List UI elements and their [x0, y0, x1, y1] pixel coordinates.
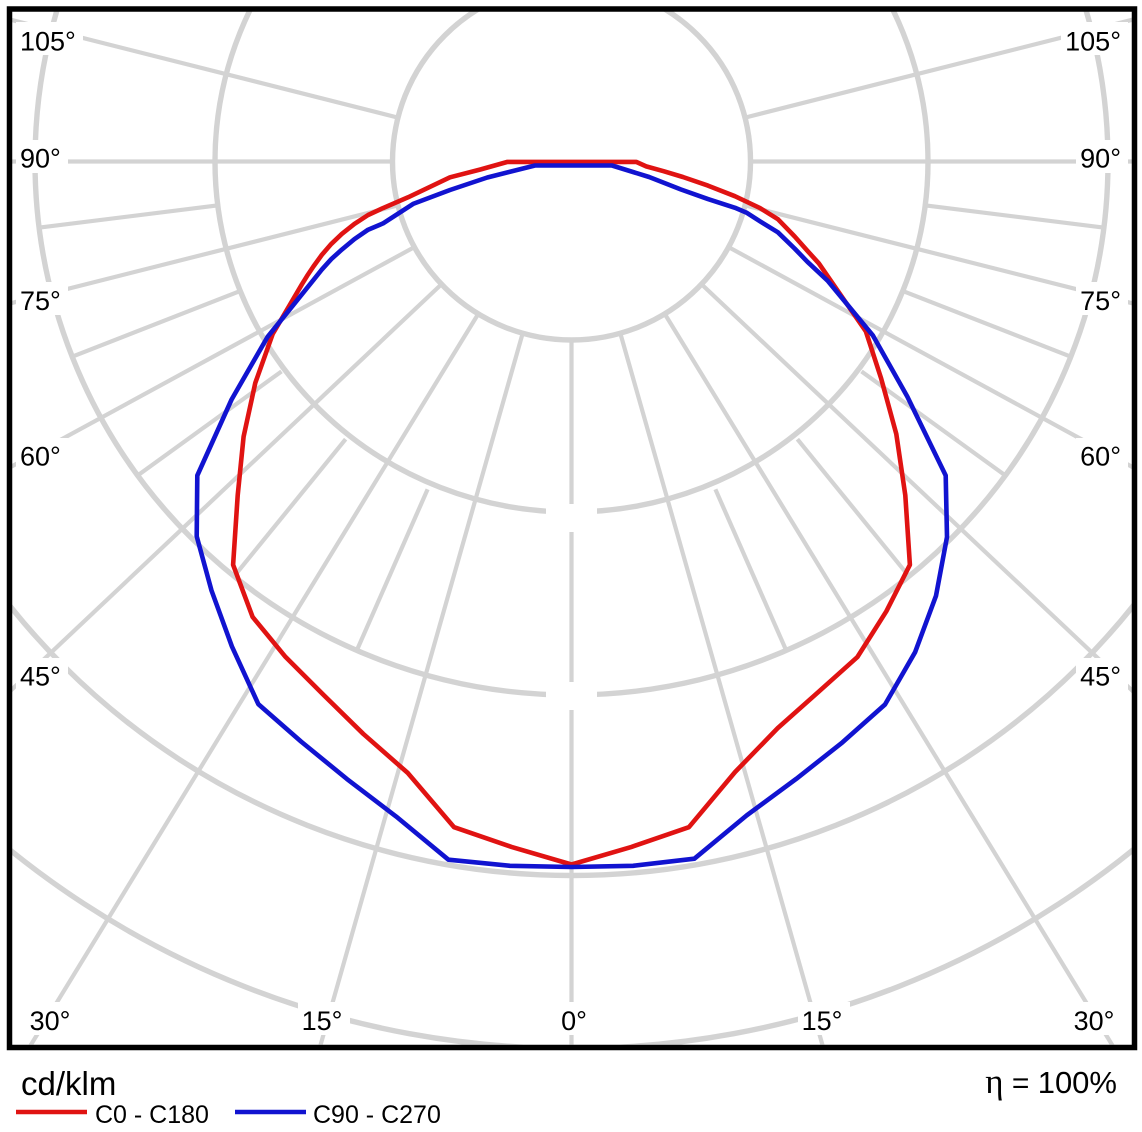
svg-text:90°: 90° [1080, 144, 1121, 174]
svg-text:45°: 45° [20, 662, 61, 692]
svg-text:45°: 45° [1080, 662, 1121, 692]
svg-text:90°: 90° [20, 144, 61, 174]
svg-text:15°: 15° [302, 1006, 343, 1036]
svg-text:75°: 75° [1080, 286, 1121, 316]
svg-text:0°: 0° [561, 1006, 587, 1036]
svg-text:C0 - C180: C0 - C180 [95, 1101, 209, 1129]
svg-text:75°: 75° [20, 286, 61, 316]
svg-text:30°: 30° [30, 1006, 71, 1036]
svg-text:C90 - C270: C90 - C270 [313, 1101, 441, 1129]
svg-text:η = 100%: η = 100% [985, 1062, 1117, 1101]
svg-text:cd/klm: cd/klm [21, 1065, 116, 1102]
svg-text:105°: 105° [1065, 27, 1121, 57]
svg-text:60°: 60° [1080, 442, 1121, 472]
svg-text:30°: 30° [1074, 1006, 1115, 1036]
svg-text:105°: 105° [20, 27, 76, 57]
svg-text:15°: 15° [802, 1006, 843, 1036]
svg-text:60°: 60° [20, 442, 61, 472]
